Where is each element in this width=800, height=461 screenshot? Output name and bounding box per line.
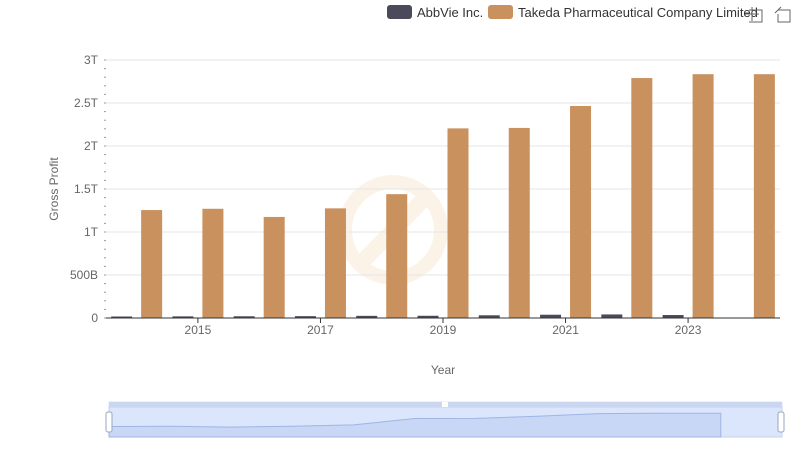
bar-abbvie-2016[interactable]	[233, 316, 255, 318]
zoom-slider-grip[interactable]	[442, 402, 448, 407]
bar-takeda-2018[interactable]	[386, 194, 408, 318]
bar-takeda-2014[interactable]	[141, 210, 163, 318]
y-tick-label: 3T	[84, 53, 99, 67]
bars	[111, 74, 775, 318]
x-tick-label: 2019	[430, 323, 457, 337]
restore-icon[interactable]	[774, 6, 791, 23]
y-tick-label: 2T	[84, 139, 99, 153]
bar-abbvie-2017[interactable]	[294, 316, 316, 318]
zoom-slider-left-handle[interactable]	[105, 411, 113, 433]
x-tick-label: 2021	[552, 323, 579, 337]
bar-abbvie-2019[interactable]	[417, 315, 439, 318]
x-tick-label: 2015	[185, 323, 212, 337]
bar-abbvie-2022[interactable]	[601, 314, 623, 318]
bar-takeda-2016[interactable]	[263, 216, 285, 318]
y-tick-label: 1.5T	[74, 182, 99, 196]
x-tick-label: 2017	[307, 323, 334, 337]
bar-takeda-2017[interactable]	[324, 208, 346, 318]
legend[interactable]: AbbVie Inc. Takeda Pharmaceutical Compan…	[387, 5, 758, 20]
legend-item-abbvie[interactable]: AbbVie Inc.	[387, 5, 483, 20]
zoom-slider-right-handle[interactable]	[777, 411, 785, 433]
y-tick-label: 0	[91, 311, 98, 325]
bar-takeda-2024[interactable]	[753, 74, 775, 318]
zoom-area-icon[interactable]	[745, 7, 763, 23]
y-tick-label: 500B	[70, 268, 98, 282]
y-tick-labels: 0 500B 1T 1.5T 2T 2.5T 3T	[70, 53, 99, 325]
bar-takeda-2019[interactable]	[447, 128, 469, 318]
legend-swatch-abbvie	[387, 5, 412, 19]
bar-takeda-2020[interactable]	[508, 127, 530, 318]
y-tick-label: 2.5T	[74, 96, 99, 110]
bar-abbvie-2023[interactable]	[662, 315, 684, 318]
legend-label-abbvie: AbbVie Inc.	[417, 5, 483, 20]
x-tick-labels: 2015 2017 2019 2021 2023	[185, 318, 702, 337]
data-zoom-slider[interactable]	[105, 401, 785, 438]
bar-takeda-2021[interactable]	[570, 106, 592, 318]
bar-abbvie-2014[interactable]	[111, 316, 133, 319]
bar-abbvie-2015[interactable]	[172, 316, 194, 318]
bar-takeda-2022[interactable]	[631, 78, 653, 318]
x-axis-title: Year	[431, 363, 455, 377]
zoom-slider-preview-line	[108, 412, 722, 438]
legend-swatch-takeda	[488, 5, 513, 19]
bar-abbvie-2021[interactable]	[540, 314, 562, 318]
x-tick-label: 2023	[675, 323, 702, 337]
bar-takeda-2023[interactable]	[692, 74, 714, 318]
y-axis-title: Gross Profit	[47, 157, 61, 221]
bar-abbvie-2020[interactable]	[478, 315, 500, 318]
legend-item-takeda[interactable]: Takeda Pharmaceutical Company Limited	[488, 5, 758, 20]
y-tick-label: 1T	[84, 225, 99, 239]
bar-takeda-2015[interactable]	[202, 208, 224, 318]
legend-label-takeda: Takeda Pharmaceutical Company Limited	[518, 5, 758, 20]
bar-abbvie-2018[interactable]	[356, 315, 378, 318]
